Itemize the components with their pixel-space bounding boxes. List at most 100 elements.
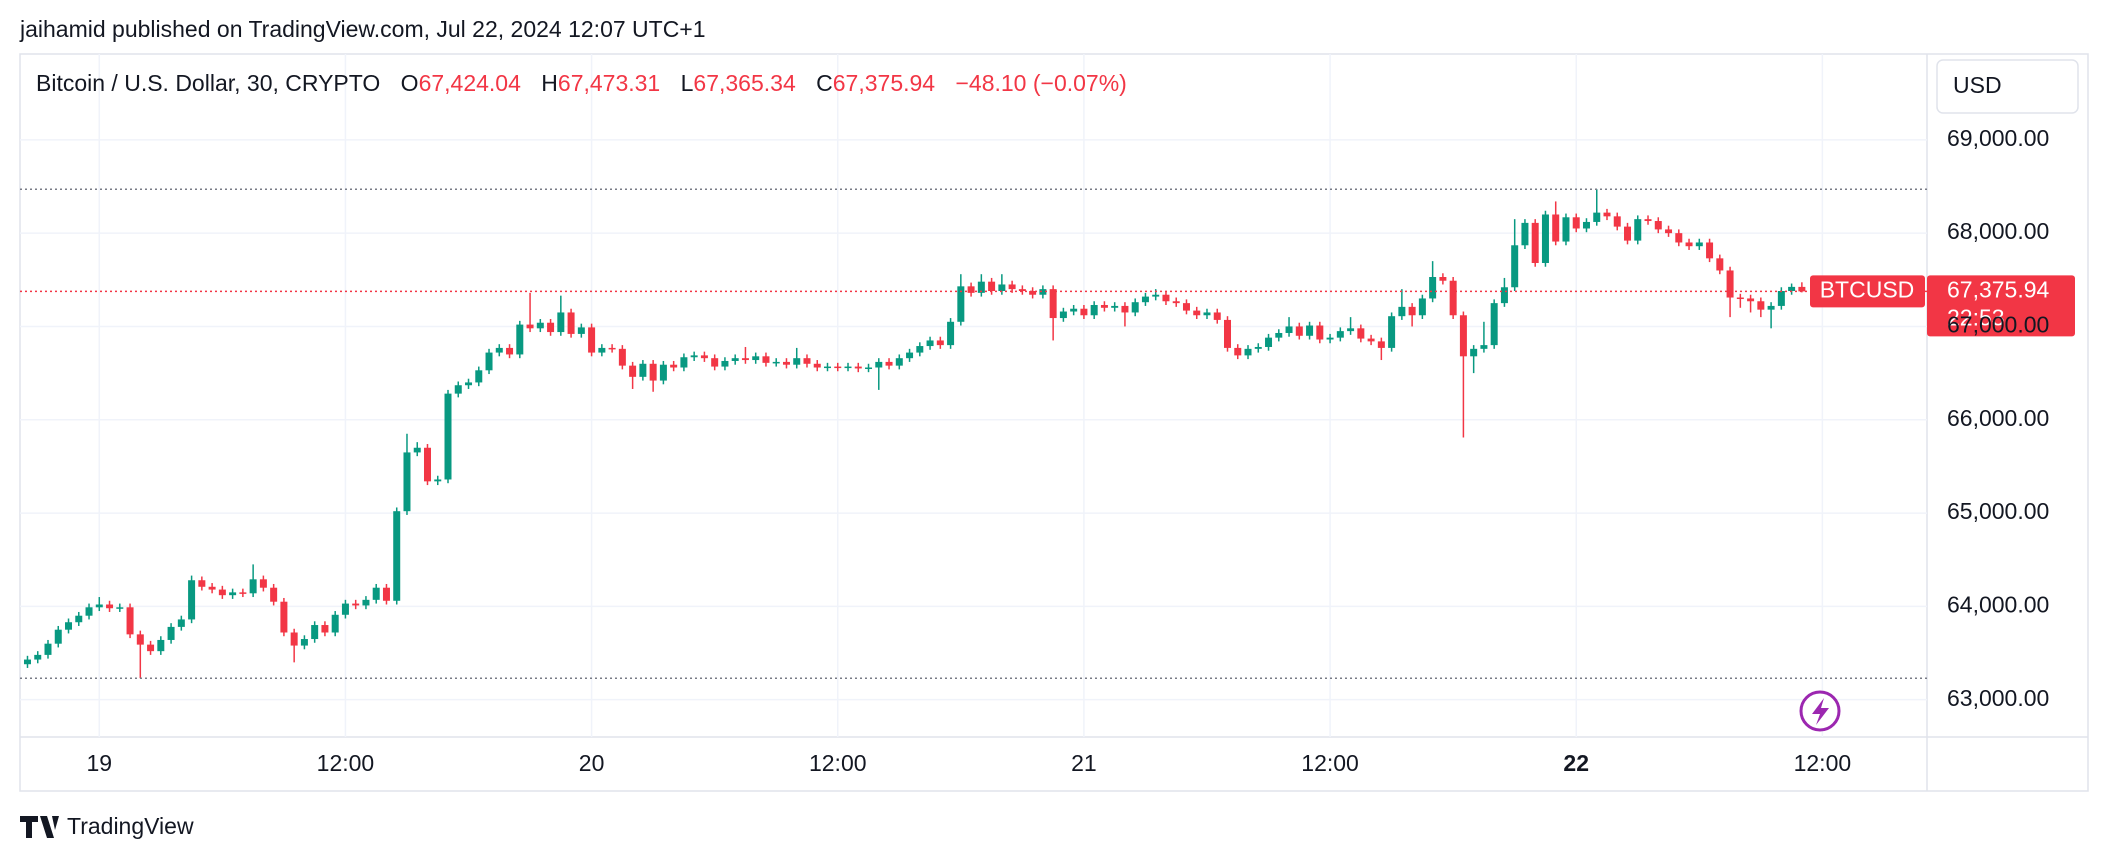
candle-body <box>1706 242 1714 259</box>
y-tick-label: 68,000.00 <box>1947 218 2049 244</box>
candle-body <box>1511 245 1519 288</box>
candle-body <box>1541 214 1549 264</box>
candle-body <box>382 587 390 601</box>
candle-body <box>1480 345 1488 349</box>
candle-body <box>1193 310 1201 316</box>
candle-body <box>803 358 811 364</box>
candle-body <box>1162 294 1170 302</box>
currency[interactable]: USD <box>1953 72 2002 98</box>
candle-body <box>1141 296 1149 303</box>
candle-body <box>1634 219 1642 241</box>
candle-body <box>1777 290 1785 306</box>
candle-body <box>1121 305 1129 313</box>
candle-body <box>218 589 226 596</box>
brand-logo <box>20 816 59 838</box>
candle-body <box>1726 270 1734 298</box>
candle-body <box>721 360 729 367</box>
candle-body <box>680 357 688 368</box>
change: −48.10 (−0.07%) <box>955 70 1126 96</box>
countdown: 22:53 <box>1947 304 2005 330</box>
candle-body <box>352 603 360 606</box>
candle-body <box>526 324 534 329</box>
candle-body <box>1408 306 1416 316</box>
candle-body <box>834 366 842 369</box>
x-tick-label: 12:00 <box>1301 750 1359 776</box>
candle-body <box>1347 328 1355 332</box>
candle-body <box>1265 337 1273 347</box>
candle-body <box>393 511 401 601</box>
lightning-bolt <box>1812 698 1829 725</box>
candle-body <box>270 587 278 602</box>
y-tick-label: 67,000.00 <box>1947 312 2049 338</box>
candle-body <box>321 625 329 633</box>
candle-body <box>1449 280 1457 316</box>
candle-body <box>1377 341 1385 348</box>
candles <box>23 189 1806 679</box>
candle-body <box>967 286 975 293</box>
x-tick-label: 21 <box>1071 750 1097 776</box>
currency-button[interactable] <box>1936 59 2079 114</box>
candle-body <box>690 355 698 358</box>
candle-body <box>1275 332 1283 338</box>
candle-body <box>1234 347 1242 356</box>
candle-body <box>1254 346 1262 349</box>
candle-body <box>331 614 339 633</box>
candle-body <box>485 352 493 371</box>
candle-body <box>54 629 62 644</box>
candle-body <box>1490 303 1498 346</box>
price-tag-text: 67,375.94 <box>1947 276 2050 302</box>
candle-body <box>793 358 801 365</box>
candle-body <box>988 281 996 291</box>
candle-body <box>1100 304 1108 308</box>
candle-body <box>916 346 924 353</box>
candle-body <box>1224 319 1232 348</box>
candle-body <box>126 607 134 635</box>
candle-body <box>1736 297 1744 300</box>
candle-body <box>782 361 790 365</box>
candle-body <box>588 327 596 353</box>
candle-body <box>147 644 155 652</box>
candle-body <box>1326 337 1334 340</box>
candle-body <box>239 592 247 594</box>
candle-body <box>998 284 1006 291</box>
candle-body <box>649 363 657 381</box>
candle-body <box>895 358 903 366</box>
y-tick-label: 65,000.00 <box>1947 498 2049 524</box>
candle-body <box>1531 222 1539 264</box>
candle-body <box>423 447 431 482</box>
candle-body <box>167 626 175 640</box>
symbol-tag <box>1810 275 1925 308</box>
candle-body <box>936 340 944 346</box>
candle-body <box>413 447 421 453</box>
candle-body <box>1029 290 1037 295</box>
candle-body <box>34 654 42 660</box>
candle-body <box>1008 284 1016 290</box>
candle-body <box>1521 222 1529 246</box>
candle-body <box>700 355 708 359</box>
candle-body <box>885 361 893 366</box>
symbol-tag-text: BTCUSD <box>1820 276 1915 302</box>
candle-body <box>577 327 585 334</box>
candle-body <box>1213 312 1221 320</box>
candle-body <box>1747 298 1755 302</box>
candle-body <box>177 619 185 627</box>
candle-body <box>762 356 770 363</box>
candle-body <box>977 281 985 293</box>
candle-body <box>1695 242 1703 247</box>
candle-body <box>208 586 216 590</box>
candle-body <box>1675 233 1683 243</box>
candle-body <box>1788 286 1796 291</box>
candle-body <box>813 363 821 368</box>
grid <box>20 54 1927 737</box>
candle-body <box>1070 308 1078 312</box>
candle-body <box>1306 325 1314 336</box>
candle-body <box>536 322 544 329</box>
candle-body <box>1039 289 1047 295</box>
candle-body <box>711 358 719 367</box>
candle-body <box>1367 338 1375 342</box>
candle-body <box>1182 303 1190 311</box>
y-tick-label: 64,000.00 <box>1947 591 2049 617</box>
brand: TradingView <box>67 813 194 839</box>
candle-body <box>906 352 914 359</box>
